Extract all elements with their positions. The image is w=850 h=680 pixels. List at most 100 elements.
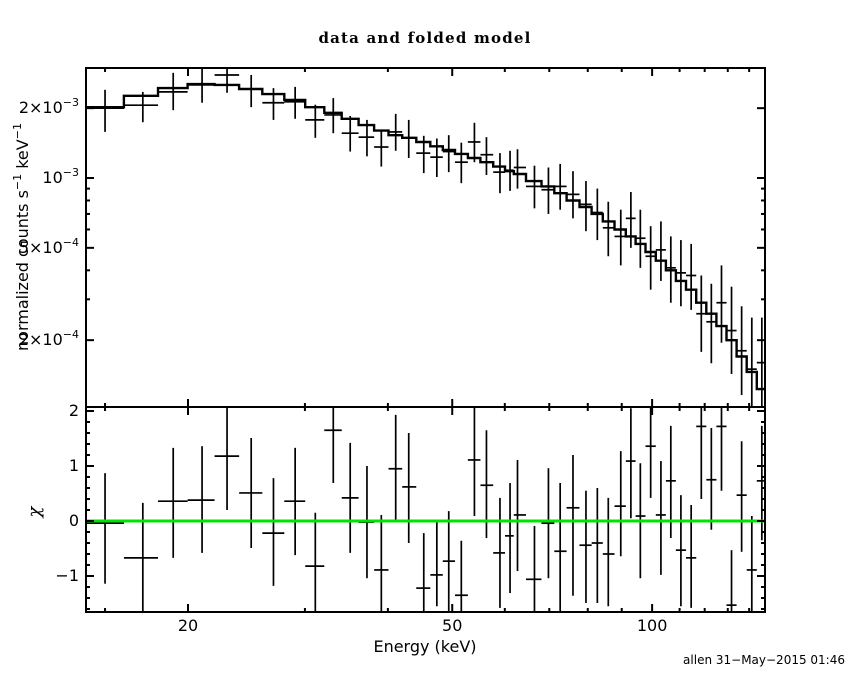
y-tick-label-counts: 2×10−4	[19, 328, 79, 349]
residual-cross	[696, 407, 707, 499]
y-axis-label-chi: χ	[24, 505, 45, 519]
y-tick-label-counts: 5×10−4	[19, 236, 79, 257]
spectrum-data-cross	[716, 265, 727, 343]
spectrum-data-cross	[284, 86, 306, 119]
y-axis-ticks-bottom-panel	[86, 410, 765, 610]
axis-tick-labels: 20 50 100 2×10−3 10−3 5×10−4 2×10−4 2 1 0 −1	[19, 96, 668, 635]
spectrum-data-cross	[455, 142, 468, 184]
x-axis-ticks	[104, 68, 751, 612]
spectrum-data-cross	[756, 317, 765, 407]
spectrum-data-cross	[187, 68, 215, 103]
spectrum-data-cross	[442, 135, 456, 173]
spectrum-data-cross	[602, 201, 615, 257]
spectrum-data-cross	[493, 153, 506, 194]
residual-cross	[614, 451, 626, 557]
residual-cross	[579, 490, 592, 603]
residual-cross	[455, 540, 468, 612]
x-tick-label: 20	[178, 616, 198, 635]
spectrum-data-cross	[655, 221, 666, 281]
residual-cross	[214, 407, 240, 510]
residual-cross	[554, 483, 567, 612]
residual-cross	[525, 525, 542, 612]
spectrum-data-cross	[726, 286, 737, 374]
residual-cross	[736, 441, 747, 552]
residual-cross	[493, 497, 506, 608]
residual-cross	[706, 428, 717, 530]
spectrum-data-cross	[635, 209, 646, 268]
spectrum-data-cross	[554, 163, 567, 210]
spectrum-data-cross	[480, 137, 494, 176]
residual-cross	[591, 488, 603, 603]
spectrum-data-cross	[513, 149, 526, 189]
y-axis-label-counts: normalized counts s−1 keV−1	[11, 123, 32, 351]
spectrum-data-cross	[430, 138, 443, 177]
residual-cross	[513, 459, 526, 572]
residual-cross	[675, 495, 687, 607]
y-tick-label-chi: 1	[69, 456, 79, 475]
residual-cross	[566, 455, 580, 596]
folded-model-line	[86, 82, 765, 391]
residual-cross	[374, 514, 389, 612]
residual-cross	[746, 516, 757, 612]
residual-cross	[602, 497, 615, 607]
spectrum-data-cross	[746, 317, 757, 407]
spectrum-data-cross	[214, 68, 240, 93]
residual-cross	[86, 473, 124, 584]
y-tick-label-counts: 10−3	[42, 166, 79, 187]
spectrum-data-cross	[341, 116, 359, 152]
residual-cross	[430, 521, 443, 607]
footer-user-timestamp: allen 31−May−2015 01:46	[683, 653, 845, 667]
spectrum-data-cross	[696, 275, 707, 352]
residual-cross	[716, 407, 727, 491]
spectrum-data-cross	[614, 209, 626, 266]
residual-cross	[402, 433, 417, 543]
residual-cross	[187, 446, 215, 553]
spectrum-data-cross	[305, 104, 325, 138]
residual-cross	[625, 408, 636, 519]
residual-cross	[645, 407, 656, 498]
residual-cross	[665, 425, 676, 539]
spectrum-data-cross	[158, 72, 188, 111]
top-panel-frame	[85, 67, 766, 408]
residual-cross	[341, 442, 359, 553]
bottom-panel-frame	[85, 406, 766, 613]
spectrum-data-cross	[736, 306, 747, 396]
spectrum-data-cross	[625, 192, 636, 248]
spectrum-data-cross	[324, 98, 342, 134]
residual-cross	[324, 407, 342, 484]
residual-cross	[416, 533, 431, 612]
residual-cross	[388, 414, 403, 521]
residual-cross	[505, 483, 514, 594]
spectrum-data-cross	[239, 74, 263, 108]
spectrum-data-cross	[467, 122, 481, 163]
y-tick-label-chi: 0	[69, 511, 79, 530]
spectrum-data-cross	[706, 283, 717, 364]
residual-cross	[284, 447, 306, 556]
bottom-panel-residual-points	[86, 407, 765, 612]
top-panel-data-points	[86, 68, 765, 407]
residual-cross	[239, 437, 263, 548]
x-axis-label: Energy (keV)	[373, 637, 476, 656]
spectrum-data-cross	[645, 226, 656, 290]
spectrum-data-cross	[262, 88, 285, 120]
y-tick-label-counts: 2×10−3	[19, 96, 79, 117]
x-tick-label: 50	[442, 616, 462, 635]
residual-cross	[305, 512, 325, 612]
y-tick-label-chi: 2	[69, 401, 79, 420]
residual-cross	[541, 468, 555, 579]
spectrum-data-cross	[525, 165, 542, 209]
spectrum-data-cross	[86, 89, 124, 132]
x-tick-label: 100	[637, 616, 668, 635]
spectrum-data-cross	[686, 243, 697, 310]
residual-cross	[467, 407, 481, 517]
plot-title: data and folded model	[318, 29, 531, 47]
y-axis-ticks-top-panel	[86, 107, 765, 342]
residual-cross	[726, 550, 737, 612]
residual-cross	[442, 511, 456, 612]
y-tick-label-chi: −1	[55, 566, 79, 585]
residual-cross	[262, 478, 285, 586]
panel-frames-and-ticks	[85, 67, 766, 613]
spectrum-data-cross	[675, 240, 687, 307]
